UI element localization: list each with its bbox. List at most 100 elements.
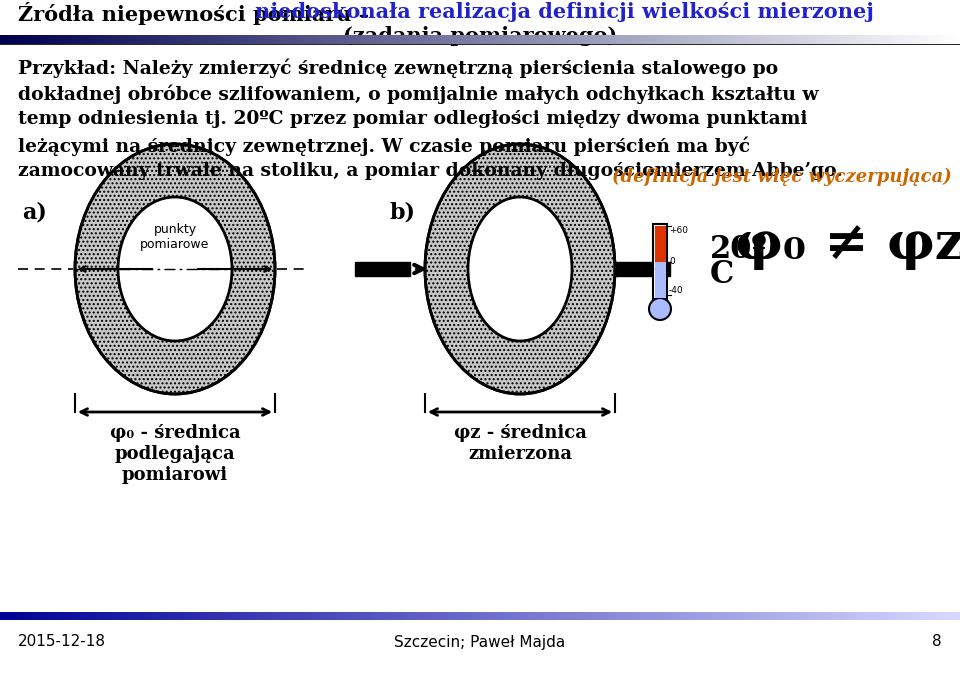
Bar — [612, 35, 615, 44]
Bar — [77, 612, 81, 620]
Bar — [80, 612, 84, 620]
Bar — [141, 35, 145, 44]
Bar — [492, 35, 496, 44]
Bar — [115, 612, 119, 620]
Bar — [893, 35, 897, 44]
Bar — [634, 35, 637, 44]
Bar — [828, 612, 832, 620]
Bar — [953, 35, 957, 44]
Bar — [643, 35, 647, 44]
Bar — [444, 35, 448, 44]
Bar — [756, 612, 759, 620]
Bar — [614, 612, 618, 620]
Bar — [931, 612, 935, 620]
Circle shape — [649, 298, 671, 320]
Bar — [566, 35, 570, 44]
Bar — [48, 612, 52, 620]
Bar — [761, 35, 765, 44]
Bar — [202, 612, 205, 620]
Bar — [374, 35, 378, 44]
Bar — [358, 35, 362, 44]
Bar — [70, 35, 74, 44]
Bar — [329, 35, 333, 44]
Bar — [768, 612, 772, 620]
Bar — [554, 612, 558, 620]
Bar — [307, 35, 311, 44]
Bar — [938, 35, 942, 44]
Bar — [883, 612, 887, 620]
Bar — [355, 262, 410, 276]
Bar — [372, 612, 375, 620]
Bar — [477, 35, 481, 44]
Bar — [233, 612, 237, 620]
Bar — [797, 612, 801, 620]
Bar — [739, 35, 743, 44]
Bar — [698, 35, 702, 44]
Bar — [230, 35, 234, 44]
Bar — [45, 612, 49, 620]
Bar — [624, 612, 628, 620]
Bar — [857, 612, 861, 620]
Bar — [195, 612, 199, 620]
Bar — [243, 612, 247, 620]
Text: Źródła niepewności pomiaru –: Źródła niepewności pomiaru – — [18, 2, 376, 25]
Bar — [854, 35, 858, 44]
Bar — [26, 612, 30, 620]
Bar — [243, 35, 247, 44]
Bar — [406, 612, 410, 620]
Bar — [118, 35, 122, 44]
Bar — [727, 35, 731, 44]
Bar — [182, 612, 186, 620]
Bar — [823, 612, 827, 620]
Bar — [470, 35, 474, 44]
Bar — [125, 612, 129, 620]
Bar — [208, 612, 212, 620]
Bar — [653, 224, 667, 299]
Bar — [483, 612, 487, 620]
Text: (definicja jest więc wyczerpująca): (definicja jest więc wyczerpująca) — [612, 168, 952, 186]
Bar — [720, 612, 724, 620]
Bar — [883, 35, 887, 44]
Bar — [182, 35, 186, 44]
Bar — [355, 612, 359, 620]
Bar — [758, 35, 762, 44]
Bar — [41, 612, 45, 620]
Bar — [547, 35, 551, 44]
Bar — [391, 35, 395, 44]
Text: 20º: 20º — [710, 234, 768, 265]
Bar — [10, 612, 13, 620]
Bar — [521, 35, 525, 44]
Bar — [422, 612, 426, 620]
Bar — [204, 612, 208, 620]
Bar — [521, 612, 525, 620]
Bar — [784, 35, 788, 44]
Bar — [490, 612, 493, 620]
Bar — [550, 35, 554, 44]
Bar — [595, 35, 599, 44]
Bar — [650, 612, 654, 620]
Bar — [576, 612, 580, 620]
Bar — [886, 612, 890, 620]
Bar — [163, 612, 167, 620]
Bar — [806, 35, 810, 44]
Bar — [730, 35, 733, 44]
Bar — [540, 612, 544, 620]
Bar — [701, 612, 705, 620]
Bar — [10, 35, 13, 44]
Bar — [128, 612, 132, 620]
Bar — [381, 612, 385, 620]
Bar — [160, 35, 164, 44]
Bar — [727, 612, 731, 620]
Bar — [118, 612, 122, 620]
Bar — [794, 35, 798, 44]
Bar — [525, 612, 529, 620]
Text: niedoskonała realizacja definicji wielkości mierzonej: niedoskonała realizacja definicji wielko… — [255, 2, 874, 22]
Bar — [804, 35, 807, 44]
Bar — [765, 612, 769, 620]
Bar — [0, 35, 4, 44]
Bar — [333, 35, 337, 44]
Bar — [80, 35, 84, 44]
Bar — [874, 612, 877, 620]
Bar — [70, 612, 74, 620]
Bar — [147, 35, 151, 44]
